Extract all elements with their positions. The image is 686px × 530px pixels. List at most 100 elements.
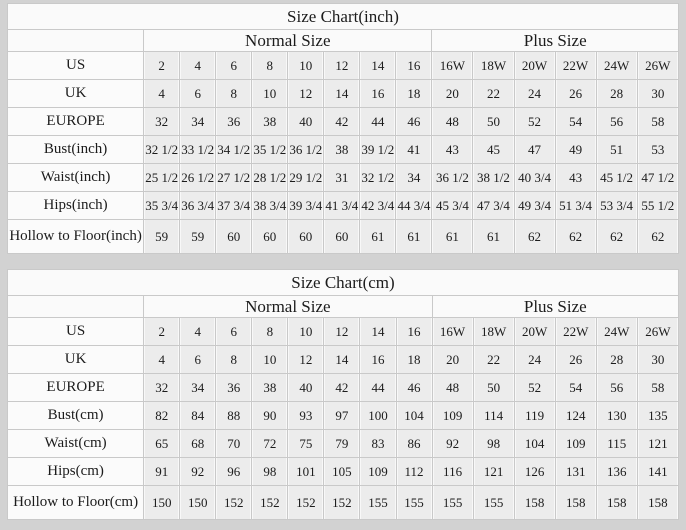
size-cell: 22W [554,51,597,80]
size-cell: 18W [472,51,515,80]
size-cell: 121 [636,429,680,458]
size-cell: 36 [215,373,253,402]
size-cell: 136 [595,457,638,486]
table-title: Size Chart(inch) [7,3,679,30]
size-cell: 62 [554,219,597,254]
size-cell: 8 [215,79,253,108]
table-row: UK 4 6 8 10 12 14 16 18 20 22 24 26 28 30 [6,345,680,374]
size-cell: 41 3/4 [323,191,361,220]
size-cell: 105 [323,457,361,486]
size-cell: 100 [359,401,397,430]
size-cell: 24W [595,317,638,346]
table-row: US 2 4 6 8 10 12 14 16 16W 18W 20W 22W 24W 26W [6,317,680,346]
size-cell: 70 [215,429,253,458]
size-cell: 35 1/2 [251,135,289,164]
size-cell: 49 3/4 [513,191,556,220]
size-cell: 47 3/4 [472,191,515,220]
row-label: Hollow to Floor(cm) [6,485,145,520]
size-cell: 93 [287,401,325,430]
size-cell: 53 [636,135,680,164]
size-cell: 20 [431,345,474,374]
size-cell: 86 [395,429,433,458]
size-cell: 12 [287,345,325,374]
size-cell: 126 [513,457,556,486]
size-cell: 150 [179,485,217,520]
size-cell: 45 [472,135,515,164]
size-cell: 114 [472,401,515,430]
size-cell: 38 [251,107,289,136]
size-cell: 40 3/4 [513,163,556,192]
size-cell: 82 [143,401,181,430]
size-cell: 36 3/4 [179,191,217,220]
size-cell: 104 [513,429,556,458]
column-group-row: Normal Size Plus Size [6,295,680,318]
size-cell: 59 [179,219,217,254]
size-cell: 48 [431,373,474,402]
table-row: Hollow to Floor(cm) 150 150 152 152 152 152 155… [6,485,680,520]
size-cell: 135 [636,401,680,430]
size-cell: 25 1/2 [143,163,181,192]
size-cell: 26W [636,51,680,80]
size-cell: 38 [251,373,289,402]
size-cell: 28 [595,345,638,374]
size-cell: 51 3/4 [554,191,597,220]
table-title-row: Size Chart(inch) [7,3,679,30]
row-label: Waist(inch) [6,163,145,192]
size-cell: 26 [554,345,597,374]
size-chart-inch-table: Size Chart(inch) Normal Size Plus Size U… [6,3,680,254]
size-cell: 44 [359,373,397,402]
table-row: Waist(cm) 65 68 70 72 75 79 83 86 92 98 104 109 115 12… [6,429,680,458]
table-row: UK 4 6 8 10 12 14 16 18 20 22 24 26 28 30 [6,79,680,108]
size-cell: 155 [431,485,474,520]
table-row: Waist(inch) 25 1/2 26 1/2 27 1/2 28 1/2 29 1/… [6,163,680,192]
size-cell: 158 [554,485,597,520]
size-cell: 14 [359,317,397,346]
size-cell: 97 [323,401,361,430]
size-cell: 46 [395,373,433,402]
row-label: Hips(inch) [6,191,145,220]
size-cell: 54 [554,373,597,402]
size-cell: 16 [359,79,397,108]
table-row: Hips(inch) 35 3/4 36 3/4 37 3/4 38 3/4 39 3/4… [6,191,680,220]
size-cell: 34 [395,163,433,192]
size-cell: 152 [215,485,253,520]
size-cell: 141 [636,457,680,486]
row-label: US [6,51,145,80]
size-cell: 46 [395,107,433,136]
row-label: Bust(cm) [6,401,145,430]
size-cell: 22 [472,345,515,374]
size-cell: 24W [595,51,638,80]
size-cell: 12 [323,317,361,346]
size-cell: 22 [472,79,515,108]
size-cell: 130 [595,401,638,430]
size-cell: 61 [472,219,515,254]
size-cell: 45 1/2 [595,163,638,192]
corner-cell [6,295,145,318]
size-cell: 58 [636,107,680,136]
row-label: EUROPE [6,107,145,136]
size-cell: 2 [143,51,181,80]
size-cell: 150 [143,485,181,520]
size-cell: 112 [395,457,433,486]
size-cell: 65 [143,429,181,458]
size-cell: 4 [143,345,181,374]
size-cell: 18W [472,317,515,346]
size-cell: 30 [636,345,680,374]
size-cell: 92 [179,457,217,486]
group-header-normal-size: Normal Size [143,295,433,318]
size-cell: 6 [215,51,253,80]
size-cell: 28 1/2 [251,163,289,192]
size-cell: 43 [554,163,597,192]
size-cell: 2 [143,317,181,346]
size-cell: 54 [554,107,597,136]
size-cell: 12 [287,79,325,108]
size-cell: 35 3/4 [143,191,181,220]
size-cell: 158 [595,485,638,520]
size-cell: 61 [431,219,474,254]
size-cell: 45 3/4 [431,191,474,220]
size-cell: 79 [323,429,361,458]
size-cell: 84 [179,401,217,430]
size-cell: 62 [595,219,638,254]
size-cell: 26W [636,317,680,346]
